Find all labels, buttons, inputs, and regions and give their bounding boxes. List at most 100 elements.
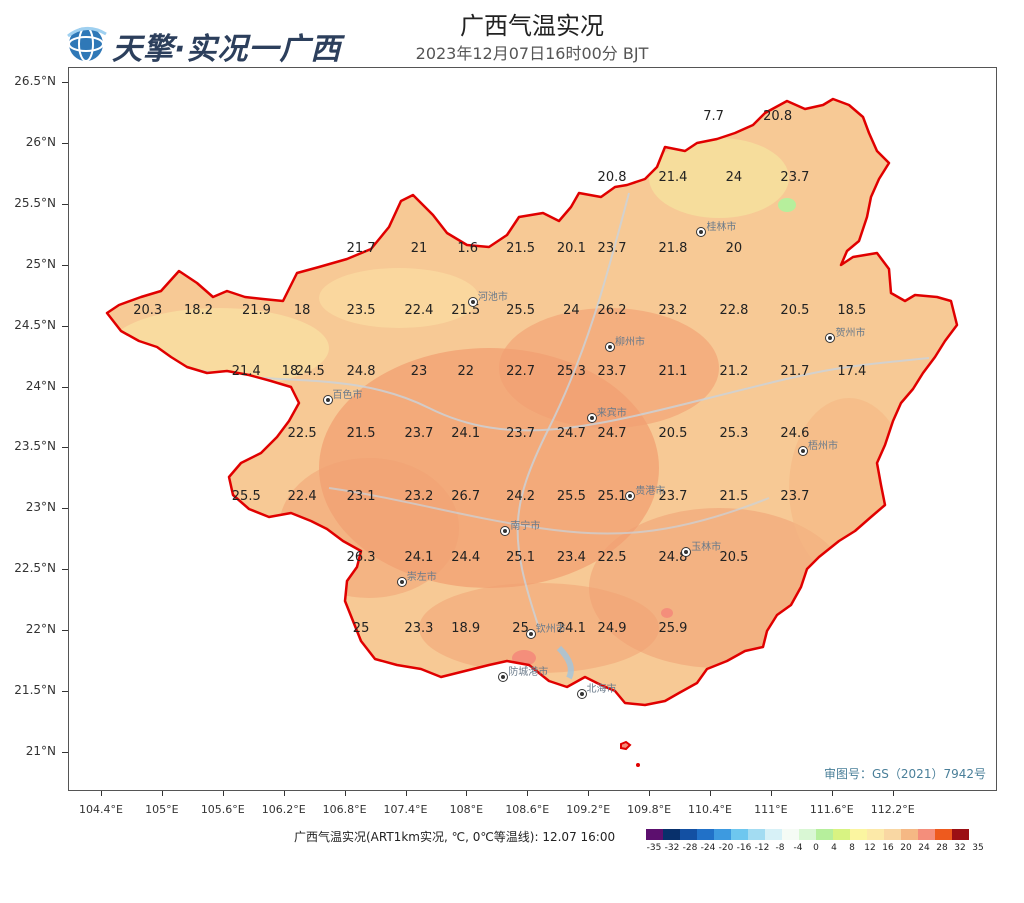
temperature-value: 23.7 [780,489,810,505]
map-subtitle: 2023年12月07日16时00分 BJT [415,44,649,63]
city-marker-icon [586,412,597,423]
temperature-value: 21.4 [658,170,688,185]
lon-tick [710,790,711,796]
temperature-value: 17.4 [837,363,867,379]
map-frame: 7.7 20.8 20.8 21.4 24 23.7 21.7 21 1.6 21.5 20.1 23… [68,67,997,791]
city-name: 河池市 [477,292,508,304]
legend-tick-label: -35 [646,843,662,853]
temperature-value: 24.7 [556,425,586,441]
lon-tick [770,790,772,796]
temperature-value: 25.1 [506,550,536,566]
temperature-value: 21.2 [719,363,749,379]
lat-tick [62,386,68,388]
city-marker-icon [500,526,511,537]
temperature-value: 23.3 [404,620,434,636]
temperature-value: 21.4 [231,363,261,379]
island-weizhou [620,740,632,751]
temperature-value: 22.4 [287,489,317,505]
temperature-value: 24.1 [556,620,586,636]
temperature-value: 23.7 [658,489,688,505]
city-name: 崇左市 [406,572,437,584]
temperature-value: 26.2 [597,302,627,318]
legend-tick-label: 24 [918,843,930,853]
temperature-value: 25.3 [719,425,749,441]
legend-swatch [646,829,663,840]
legend-tick-label: 32 [954,843,966,853]
temperature-value: 26.3 [346,550,376,566]
lon-tick-label: 106.8°E [322,803,367,816]
lat-tick [62,82,68,83]
temperature-value: 21.7 [780,363,810,379]
legend-swatch [731,829,748,840]
legend-swatch [935,829,952,840]
lon-tick-label: 104.4°E [79,803,123,816]
temperature-value: 21.1 [658,363,688,379]
lat-tick-label: 26°N [25,134,56,149]
temperature-value: 21.5 [506,240,536,256]
temperature-value: 26.7 [451,489,481,505]
lat-tick [62,264,68,266]
temperature-value: 25.5 [231,489,261,505]
legend-swatch [833,829,850,840]
lat-tick [62,203,68,205]
legend-swatch [697,829,714,840]
lon-tick [161,790,163,796]
temperature-value: 24.5 [295,363,325,379]
temperature-value: 23.4 [556,550,586,566]
temperature-value: 24.8 [346,363,376,379]
map-approval-number: 审图号：GS（2021）7942号 [824,767,986,781]
lat-tick-label: 22.5°N [14,561,56,576]
lon-tick-label: 111.6°E [809,803,854,816]
lon-tick [892,790,894,796]
city-name: 百色市 [332,389,363,401]
city-name: 防城港市 [508,667,549,679]
lon-tick-label: 109.8°E [627,803,672,816]
lon-tick [344,790,346,796]
temperature-value: 21.7 [346,240,376,256]
legend-tick-label: 35 [972,843,984,853]
city-marker-icon [696,226,707,237]
city-name: 钦州市 [535,623,566,635]
city-marker-icon [681,546,692,557]
lon-tick-label: 112.2°E [870,803,915,816]
temperature-value: 23.2 [658,302,688,318]
legend-swatch [816,829,833,840]
city-marker-icon [625,490,636,501]
temperature-value: 22.8 [719,302,749,318]
legend-tick-label: -32 [664,843,680,853]
temperature-value: 18 [281,363,299,379]
legend-swatch [748,829,765,840]
temperature-value: 25.1 [597,489,627,505]
city-name: 贺州市 [835,327,866,339]
legend-tick-label: -20 [718,843,734,853]
temperature-value: 21.5 [451,302,481,318]
city-marker-icon [322,394,333,405]
temperature-value: 25 [512,620,529,636]
temperature-value: 22.5 [287,425,317,441]
temperature-value: 20 [725,240,743,256]
lat-tick-label: 21°N [25,743,56,758]
temperature-value: 23 [410,363,428,379]
city-marker-icon [396,577,407,588]
legend-tick-label: 16 [882,843,894,853]
temperature-value: 25.9 [658,620,688,636]
lon-tick-label: 111°E [754,803,788,816]
temperature-value: 24.1 [404,550,434,566]
guangxi-boundary [105,97,959,707]
temperature-value: 25.5 [506,302,536,318]
brand-logo: 天擎·实况一广西 [66,22,356,67]
lon-tick [405,790,407,796]
lat-tick [62,691,68,692]
temperature-value: 21.9 [241,302,271,318]
map-title: 广西气温实况 [460,12,604,40]
temperature-value: 20.5 [719,550,749,566]
lon-tick-label: 107.4°E [383,803,428,816]
lat-tick-label: 26.5°N [14,74,56,88]
temperature-value: 20.5 [658,425,688,441]
lon-tick [831,790,833,796]
lat-tick-label: 23.5°N [14,439,56,454]
legend-tick-label: -8 [775,843,785,853]
legend-swatch [714,829,731,840]
legend-swatch [867,829,884,840]
temperature-value: 23.7 [597,363,627,379]
